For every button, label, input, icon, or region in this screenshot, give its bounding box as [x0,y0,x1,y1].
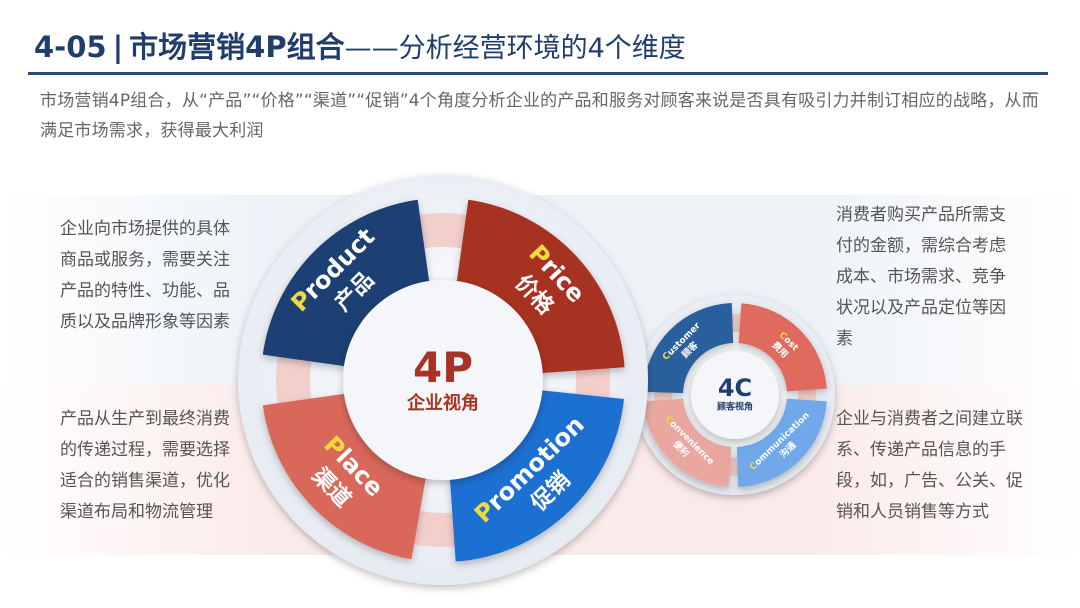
segment-customer [643,303,734,394]
intro-text: 市场营销4P组合，从“产品”“价格”“渠道”“促销”4个角度分析企业的产品和服务… [40,91,1039,141]
four-c-diagram: Customer顾客Cost费用Convenience便利Communicati… [635,295,835,495]
segment-initial-communication: C [748,461,760,473]
price-description: 消费者购买产品所需支付的金额，需综合考虑成本、市场需求、竞争状况以及产品定位等因… [836,205,1006,349]
segment-price [456,199,625,374]
title-underline [28,72,1048,75]
title-divider: | [112,30,124,64]
promotion-description: 企业与消费者之间建立联系、传递产品信息的手段，如，广告、公关、促销和人员销售等方… [836,409,1023,522]
segment-place [262,393,427,560]
segment-communication [736,398,827,487]
title-main: 市场营销4P组合 [129,30,345,64]
page-title: 4-05 | 市场营销4P组合——分析经营环境的4个维度 [34,22,1054,72]
place-description: 产品从生产到最终消费的传递过程，需要选择适合的销售渠道，优化渠道布局和物流管理 [60,409,230,522]
segment-cost [738,303,827,392]
wheel-center-subtitle: 企业视角 [406,392,479,414]
section-number: 4-05 [34,30,107,64]
title-subtitle: 分析经营环境的4个维度 [398,33,686,64]
title-dash: —— [344,33,399,64]
wheel-center [691,351,779,439]
segment-convenience [643,398,732,487]
wheel-center-subtitle: 顾客视角 [717,401,753,413]
wheel-ring [654,314,816,476]
wheel-ring [276,213,610,547]
wheel-center-title: 4P [413,343,473,392]
wheel-center-title: 4C [718,374,752,402]
segment-promotion [449,390,625,562]
product-description: 企业向市场提供的具体商品或服务，需要关注产品的特性、功能、品质以及品牌形象等因素 [60,219,230,332]
segment-product [262,199,430,367]
wheel-center [343,280,543,480]
